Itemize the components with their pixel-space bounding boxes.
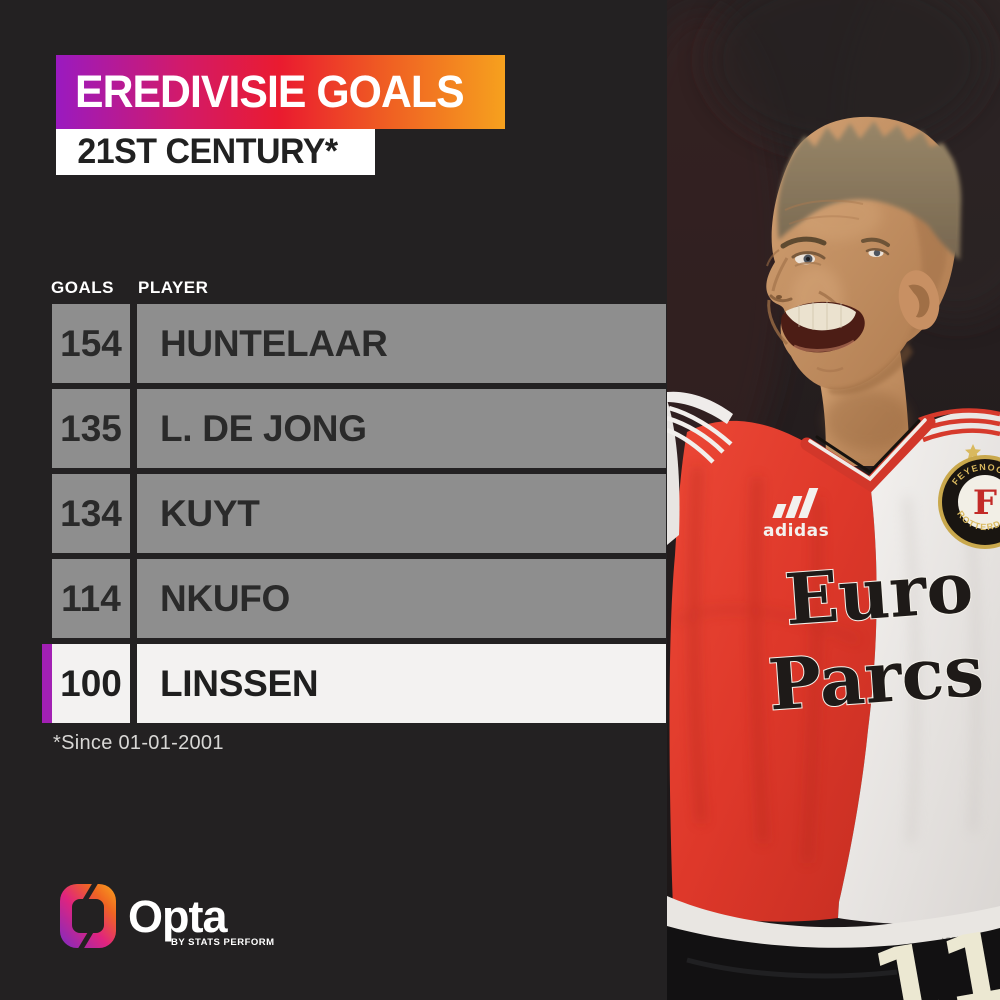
opta-logo-icon xyxy=(60,884,116,948)
collar xyxy=(800,415,936,493)
table-row: 135 L. DE JONG xyxy=(0,389,666,468)
table-row-highlighted: 100 LINSSEN xyxy=(0,644,666,723)
adidas-logo: adidas xyxy=(763,488,829,541)
hair xyxy=(777,121,962,260)
stats-table: 154 HUNTELAAR 135 L. DE JONG 134 KUYT 11… xyxy=(0,304,666,723)
player-head xyxy=(766,116,962,395)
goals-value: 135 xyxy=(52,389,130,468)
crest-letter: F xyxy=(973,483,997,523)
title-banner: EREDIVISIE GOALS xyxy=(56,55,505,129)
jersey-sponsor: Euro Parcs xyxy=(765,544,987,727)
highlight-stripe xyxy=(42,644,52,723)
player-name: NKUFO xyxy=(137,559,666,638)
sponsor-line1: Euro xyxy=(782,545,975,641)
jersey: adidas FEYENOORD ROTTERDAM F Euro Parcs xyxy=(667,391,1000,924)
player-name: L. DE JONG xyxy=(137,389,666,468)
sponsor-line2: Parcs xyxy=(766,629,986,727)
table-row: 134 KUYT xyxy=(0,474,666,553)
eyes xyxy=(791,248,890,267)
footnote: *Since 01-01-2001 xyxy=(53,732,224,754)
opta-tagline: BY STATS PERFORM xyxy=(171,937,275,948)
goals-value: 100 xyxy=(52,644,130,723)
player-photo: adidas FEYENOORD ROTTERDAM F Euro Parcs … xyxy=(667,0,1000,1000)
table-column-headers: GOALS PLAYER xyxy=(0,278,667,298)
jersey-red-half xyxy=(669,420,877,922)
adidas-shoulder-stripes-left xyxy=(667,405,733,464)
column-header-player: PLAYER xyxy=(138,278,209,297)
subtitle-box: 21ST CENTURY* xyxy=(56,129,375,175)
page-subtitle: 21ST CENTURY* xyxy=(77,132,338,171)
opta-wordmark: Opta xyxy=(128,891,228,942)
ear xyxy=(898,270,940,330)
page-title: EREDIVISIE GOALS xyxy=(75,66,465,117)
player-neck xyxy=(819,350,910,466)
shorts: AEROREADY 11 xyxy=(667,896,1000,1000)
goals-value: 134 xyxy=(52,474,130,553)
goals-value: 154 xyxy=(52,304,130,383)
adidas-wordmark: adidas xyxy=(763,521,829,541)
crest-star-icon xyxy=(965,444,981,460)
player-name: LINSSEN xyxy=(137,644,666,723)
player-name: KUYT xyxy=(137,474,666,553)
table-row: 114 NKUFO xyxy=(0,559,666,638)
feyenoord-crest: FEYENOORD ROTTERDAM F xyxy=(938,444,1000,549)
table-row: 154 HUNTELAAR xyxy=(0,304,666,383)
goals-value: 114 xyxy=(52,559,130,638)
player-name: HUNTELAAR xyxy=(137,304,666,383)
smiling-mouth xyxy=(781,301,865,353)
column-header-goals: GOALS xyxy=(51,278,114,297)
